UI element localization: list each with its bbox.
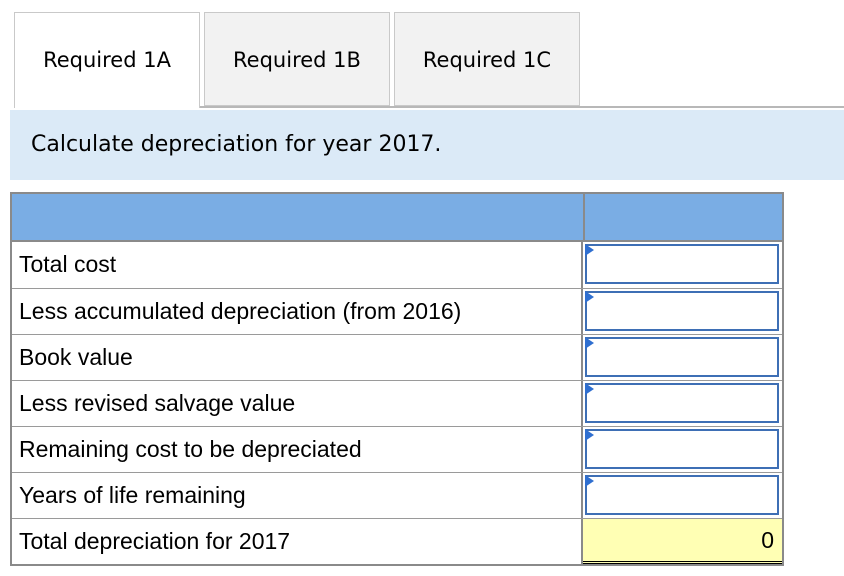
book-value-input[interactable] <box>585 337 779 377</box>
row-input-cell <box>583 427 782 472</box>
table-row-accumulated-depreciation: Less accumulated depreciation (from 2016… <box>12 288 782 334</box>
revised-salvage-value-input[interactable] <box>585 383 779 423</box>
table-row-total-cost: Total cost <box>12 242 782 288</box>
table-row-remaining-cost: Remaining cost to be depreciated <box>12 426 782 472</box>
row-label: Remaining cost to be depreciated <box>12 427 583 472</box>
row-input-cell <box>583 473 782 518</box>
tab-required-1c[interactable]: Required 1C <box>394 12 580 106</box>
tab-required-1b[interactable]: Required 1B <box>204 12 390 106</box>
row-input-cell <box>583 289 782 334</box>
table-row-book-value: Book value <box>12 334 782 380</box>
years-remaining-input[interactable] <box>585 475 779 515</box>
row-label: Less accumulated depreciation (from 2016… <box>12 289 583 334</box>
row-input-cell <box>583 381 782 426</box>
row-input-cell <box>583 335 782 380</box>
row-input-cell <box>583 242 782 288</box>
instruction-banner: Calculate depreciation for year 2017. <box>10 110 844 180</box>
table-row-salvage-value: Less revised salvage value <box>12 380 782 426</box>
remaining-cost-input[interactable] <box>585 429 779 469</box>
input-marker-icon <box>585 244 594 256</box>
row-label: Total depreciation for 2017 <box>12 519 583 564</box>
total-depreciation-value: 0 <box>583 519 782 564</box>
table-header-row <box>12 194 782 242</box>
input-marker-icon <box>585 383 594 395</box>
row-label: Total cost <box>12 242 583 288</box>
table-row-total-depreciation: Total depreciation for 2017 0 <box>12 518 782 564</box>
row-label: Book value <box>12 335 583 380</box>
table-header-label-cell <box>12 194 585 240</box>
total-cost-input[interactable] <box>585 244 779 284</box>
tab-required-1a[interactable]: Required 1A <box>14 12 200 108</box>
row-label: Less revised salvage value <box>12 381 583 426</box>
row-label: Years of life remaining <box>12 473 583 518</box>
depreciation-table: Total cost Less accumulated depreciation… <box>10 192 784 566</box>
table-header-value-cell <box>585 194 782 240</box>
input-marker-icon <box>585 475 594 487</box>
table-row-years-remaining: Years of life remaining <box>12 472 782 518</box>
input-marker-icon <box>585 337 594 349</box>
input-marker-icon <box>585 429 594 441</box>
tab-divider <box>14 106 844 108</box>
input-marker-icon <box>585 291 594 303</box>
accumulated-depreciation-input[interactable] <box>585 291 779 331</box>
